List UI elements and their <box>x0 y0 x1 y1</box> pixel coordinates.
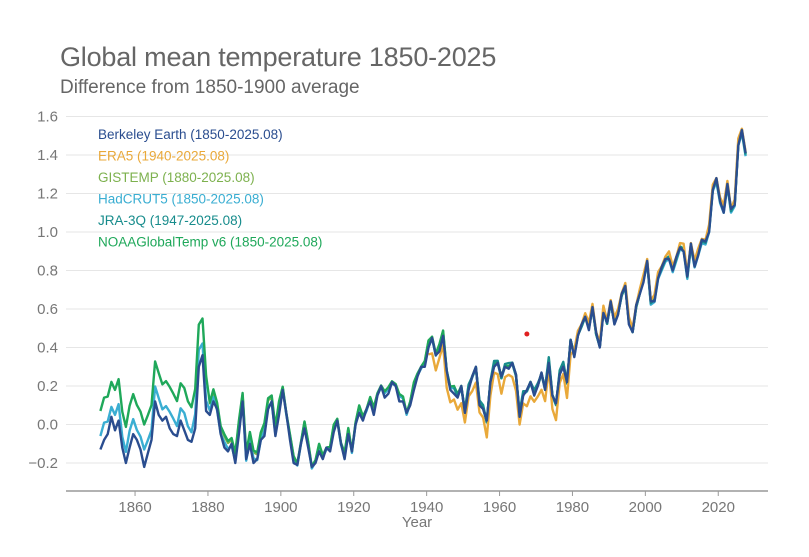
x-axis-label: Year <box>402 514 432 531</box>
y-tick-label: 0.2 <box>37 378 58 395</box>
y-tick-label: 1.4 <box>37 147 58 164</box>
y-tick-label: 0.6 <box>37 301 58 318</box>
series-line-berkeley <box>99 128 747 469</box>
legend-entry-noaa: NOAAGlobalTemp v6 (1850-2025.08) <box>98 235 322 250</box>
x-tick-label: 1860 <box>118 499 151 516</box>
chart-subtitle: Difference from 1850-1900 average <box>60 77 360 98</box>
x-tick-label: 1880 <box>191 499 224 516</box>
legend-entry-berkeley: Berkeley Earth (1850-2025.08) <box>98 127 283 142</box>
legend-entry-hadcrut: HadCRUT5 (1850-2025.08) <box>98 192 264 207</box>
y-tick-label: 0.0 <box>37 417 58 434</box>
x-axis-ticks: 1860 1880 1900 1920 1940 1960 1980 2000 2020 <box>118 491 735 516</box>
y-tick-label: 0.8 <box>37 263 58 280</box>
x-tick-label: 2000 <box>629 499 662 516</box>
y-axis-ticks: −0.2 0.0 0.2 0.4 0.6 0.8 1.0 1.2 1.4 1.6 <box>28 109 58 473</box>
legend-entry-era5: ERA5 (1940-2025.08) <box>98 149 229 164</box>
legend: Berkeley Earth (1850-2025.08) ERA5 (1940-… <box>98 127 322 250</box>
series-line-gistemp <box>208 130 747 469</box>
y-tick-label: 1.6 <box>37 109 58 126</box>
series-line-era5 <box>428 127 747 439</box>
y-tick-label: −0.2 <box>28 455 58 472</box>
y-tick-label: 1.2 <box>37 186 58 203</box>
legend-entry-gistemp: GISTEMP (1880-2025.08) <box>98 170 255 185</box>
legend-entry-jra: JRA-3Q (1947-2025.08) <box>98 213 242 228</box>
red-dot-marker <box>524 331 530 337</box>
x-tick-label: 1940 <box>410 499 443 516</box>
series-lines <box>99 127 747 470</box>
y-tick-label: 1.0 <box>37 224 58 241</box>
x-tick-label: 1900 <box>264 499 297 516</box>
x-tick-label: 1920 <box>337 499 370 516</box>
x-tick-label: 2020 <box>702 499 735 516</box>
x-tick-label: 1980 <box>556 499 589 516</box>
gridlines <box>66 116 768 464</box>
chart-title: Global mean temperature 1850-2025 <box>60 42 497 72</box>
x-tick-label: 1960 <box>483 499 516 516</box>
y-tick-label: 0.4 <box>37 340 58 357</box>
